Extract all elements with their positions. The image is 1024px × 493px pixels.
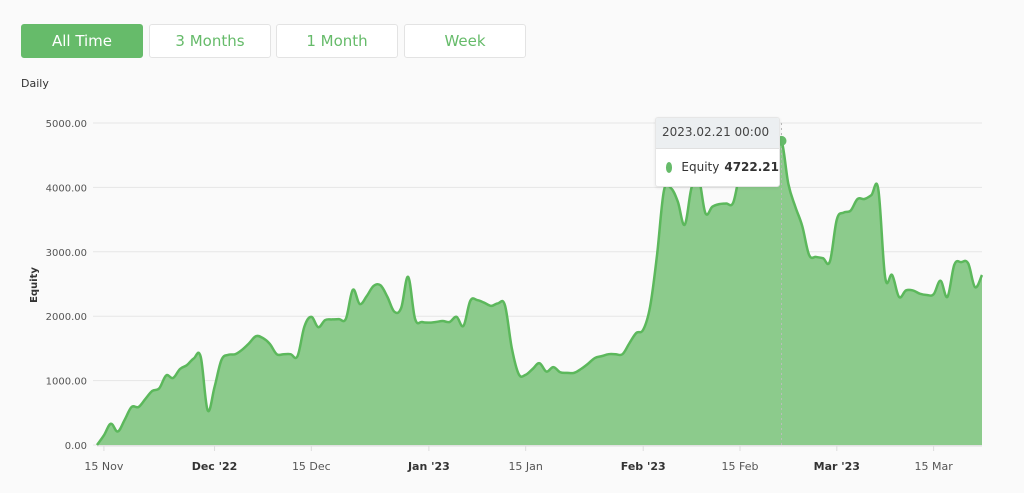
week-button[interactable]: Week <box>404 24 526 58</box>
3-months-button[interactable]: 3 Months <box>149 24 271 58</box>
y-tick-label: 3000.00 <box>46 248 87 259</box>
y-tick-label: 5000.00 <box>46 119 87 130</box>
y-tick-label: 4000.00 <box>46 183 87 194</box>
x-tick-label: 15 Mar <box>914 460 953 473</box>
x-tick-label: Dec '22 <box>192 460 238 473</box>
tooltip-value: 4722.21 <box>724 160 779 174</box>
tooltip: 2023.02.21 00:00 Equity 4722.21 <box>655 117 780 187</box>
series-dot-icon <box>666 161 673 173</box>
1-month-button[interactable]: 1 Month <box>276 24 398 58</box>
x-tick-label: 15 Jan <box>508 460 542 473</box>
tooltip-date: 2023.02.21 00:00 <box>656 118 779 149</box>
equity-area <box>97 139 982 445</box>
y-tick-label: 2000.00 <box>46 312 87 323</box>
x-tick-label: 15 Nov <box>84 460 123 473</box>
x-tick-label: Mar '23 <box>814 460 860 473</box>
x-tick-label: 15 Dec <box>292 460 331 473</box>
tooltip-series: Equity <box>681 160 720 174</box>
x-tick-label: Feb '23 <box>621 460 666 473</box>
equity-line <box>95 138 984 446</box>
y-tick-label: 1000.00 <box>46 377 87 388</box>
x-tick-label: Jan '23 <box>407 460 450 473</box>
chart-title: Daily <box>21 77 49 90</box>
x-tick-label: 15 Feb <box>722 460 759 473</box>
all-time-button[interactable]: All Time <box>21 24 143 58</box>
y-axis-label: Equity <box>29 267 40 303</box>
y-tick-label: 0.00 <box>65 441 87 452</box>
